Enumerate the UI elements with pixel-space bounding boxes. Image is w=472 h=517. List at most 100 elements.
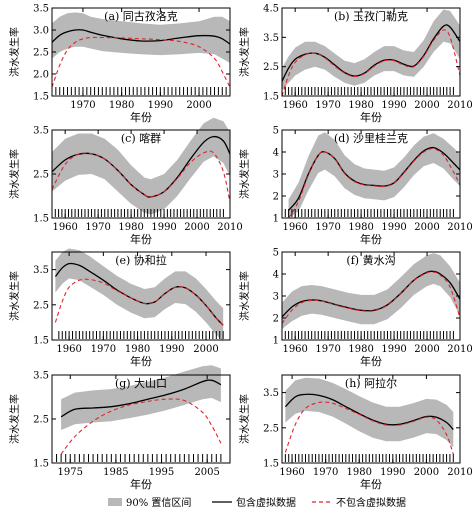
panel-title: (b) 玉孜门勒克 — [334, 9, 408, 23]
legend-solid-label: 包含虚拟数据 — [236, 496, 296, 509]
series-line-dashed — [281, 271, 461, 324]
x-axis-label: 年份 — [360, 354, 382, 368]
y-tick-label: 4.5 — [263, 4, 279, 15]
y-tick-label: 5 — [273, 248, 279, 259]
x-tick-label: 1960 — [282, 100, 307, 111]
y-tick-label: 3.5 — [263, 33, 279, 44]
y-tick-label: 1.5 — [33, 214, 49, 225]
x-tick-label: 1980 — [348, 100, 373, 111]
x-axis-label: 年份 — [130, 477, 152, 491]
x-tick-label: 2000 — [414, 467, 439, 478]
confidence-band — [61, 365, 221, 430]
y-tick-label: 4 — [273, 148, 279, 159]
y-tick-label: 2.5 — [33, 415, 49, 426]
x-tick-label: 2000 — [184, 222, 209, 233]
x-tick-label: 2010 — [447, 100, 472, 111]
y-tick-label: 2.5 — [33, 300, 49, 311]
x-tick-label: 2000 — [414, 222, 439, 233]
confidence-band — [282, 9, 460, 91]
x-tick-label: 1970 — [313, 467, 338, 478]
confidence-band — [285, 377, 454, 448]
y-axis-label: 洪水发生率 — [238, 27, 251, 77]
x-tick-label: 1970 — [91, 344, 116, 355]
x-tick-label: 2010 — [217, 222, 242, 233]
legend-dashed-label: 不包含虚拟数据 — [336, 496, 406, 509]
y-tick-label: 3 — [273, 170, 279, 181]
y-tick-label: 3 — [273, 292, 279, 303]
panel-3: 1960 1970 1980 1990 2000 2010 1.5 2.5 3.5 (c) 喀群年… — [8, 117, 243, 246]
y-tick-label: 2 — [273, 192, 279, 203]
y-axis-label: 洪水发生率 — [8, 394, 21, 444]
series-line-solid — [281, 270, 461, 318]
y-tick-label: 2.5 — [263, 62, 279, 73]
x-tick-label: 1995 — [149, 467, 174, 478]
x-tick-label: 2010 — [447, 467, 472, 478]
x-tick-label: 1980 — [348, 222, 373, 233]
y-tick-label: 2.0 — [33, 70, 49, 81]
y-tick-label: 3.5 — [33, 126, 49, 137]
x-tick-label: 1990 — [381, 100, 406, 111]
panel-title: (h) 阿拉尔 — [345, 376, 397, 390]
series-line-dashed — [284, 401, 454, 455]
x-tick-label: 1980 — [125, 344, 150, 355]
y-tick-label: 1.5 — [263, 459, 279, 470]
y-tick-label: 1 — [273, 214, 279, 225]
x-tick-label: 1970 — [70, 100, 95, 111]
panel-title: (f) 黄水沟 — [346, 253, 395, 267]
x-tick-label: 1970 — [315, 100, 340, 111]
series-line-dashed — [54, 278, 224, 326]
panel-2: 1960 1970 1980 1990 2000 2010 1.5 2.5 3.5 4.5 (b) … — [238, 4, 472, 125]
x-tick-label: 1990 — [151, 222, 176, 233]
plot-frame — [281, 7, 461, 97]
x-axis-label: 年份 — [360, 477, 382, 491]
series-line-solid — [60, 379, 222, 418]
x-axis-label: 年份 — [360, 232, 382, 246]
confidence-band — [52, 12, 230, 63]
confidence-band — [282, 253, 460, 329]
series-line-solid — [51, 29, 231, 45]
x-tick-label: 1970 — [315, 222, 340, 233]
x-tick-label: 1975 — [58, 467, 83, 478]
y-tick-label: 1.5 — [33, 92, 49, 103]
y-tick-label: 2.5 — [33, 48, 49, 59]
panel-title: (d) 沙里桂兰克 — [334, 131, 408, 145]
x-tick-label: 2000 — [414, 344, 439, 355]
x-tick-label: 1970 — [315, 344, 340, 355]
y-axis-label: 洪水发生率 — [238, 394, 251, 444]
y-tick-label: 2.5 — [33, 170, 49, 181]
x-tick-label: 1960 — [282, 222, 307, 233]
x-axis-label: 年份 — [130, 354, 152, 368]
panel-title: (g) 大山口 — [115, 376, 167, 390]
x-tick-label: 1980 — [348, 344, 373, 355]
y-tick-label: 3.0 — [33, 26, 49, 37]
series-line-dashed — [51, 36, 231, 88]
confidence-band — [288, 132, 460, 218]
series-line-dashed — [51, 150, 231, 203]
x-tick-label: 1985 — [103, 467, 128, 478]
y-tick-label: 1.5 — [263, 92, 279, 103]
series-line-dashed — [288, 148, 461, 219]
plot-frame — [281, 374, 461, 464]
confidence-band — [55, 248, 224, 342]
y-axis-label: 洪水发生率 — [8, 149, 21, 199]
x-tick-label: 2000 — [414, 100, 439, 111]
plot-frame — [51, 251, 231, 341]
x-tick-label: 1990 — [380, 467, 405, 478]
panel-4: 1960 1970 1980 1990 2000 2010 1 2 3 4 5 (d) 沙里桂兰克年份… — [238, 126, 472, 247]
x-axis-label: 年份 — [130, 110, 152, 124]
x-tick-label: 2010 — [447, 222, 472, 233]
x-axis-label: 年份 — [360, 110, 382, 124]
y-tick-label: 2.5 — [263, 423, 279, 434]
y-tick-label: 4 — [273, 270, 279, 281]
panel-8: 1960 1970 1980 1990 2000 2010 1.5 2.5 3.5 (h) 阿拉尔… — [238, 374, 472, 491]
y-axis-label: 洪水发生率 — [238, 149, 251, 199]
series-line-dashed — [60, 398, 222, 455]
x-tick-label: 1980 — [109, 100, 134, 111]
y-tick-label: 3.5 — [33, 4, 49, 15]
y-axis-label: 洪水发生率 — [8, 27, 21, 77]
x-tick-label: 1970 — [85, 222, 110, 233]
